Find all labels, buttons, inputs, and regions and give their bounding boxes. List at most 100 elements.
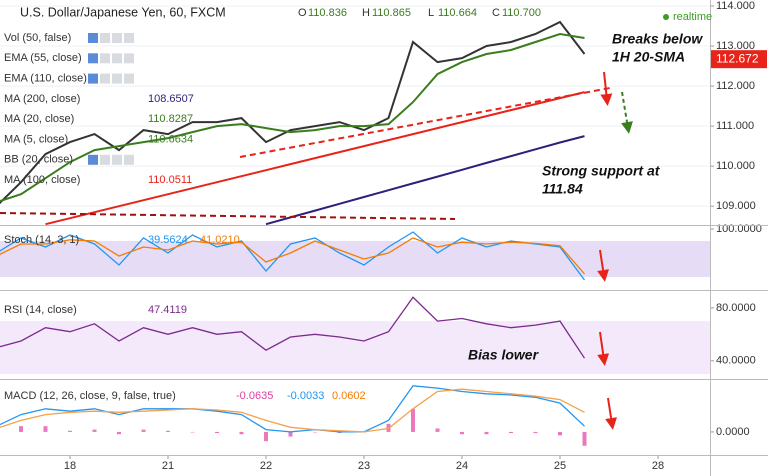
indicator-value: 110.6634 [148, 133, 193, 145]
support-line [0, 212, 456, 220]
legend-value: 39.5624 [148, 234, 188, 246]
annotation: Breaks below [612, 31, 703, 47]
histogram-bar [460, 431, 464, 435]
y-tick-label: 113.000 [716, 40, 755, 52]
x-tick-label: 22 [260, 460, 272, 472]
ohlc-label: L [428, 7, 434, 19]
indicator-button [124, 154, 134, 165]
ohlc-value: 110.700 [502, 7, 541, 19]
histogram-bar [190, 431, 195, 433]
series-line [0, 20, 586, 205]
x-tick-label: 18 [64, 460, 76, 472]
histogram-bar [92, 429, 97, 432]
histogram-bar [264, 431, 268, 442]
series-line [45, 91, 585, 226]
indicator-button [124, 53, 134, 64]
arrow [621, 91, 633, 134]
x-tick-label: 21 [162, 460, 174, 472]
series-line [0, 385, 585, 433]
y-tick-label: 0.0000 [716, 426, 750, 438]
band [0, 321, 710, 375]
legend-value: 0.0602 [332, 390, 366, 402]
histogram-bar [509, 431, 513, 434]
series-line [0, 296, 586, 359]
y-tick-label: 109.000 [716, 200, 756, 212]
y-tick-label: 100.0000 [716, 223, 762, 235]
histogram-bar [117, 431, 121, 435]
y-tick-label: 114.000 [716, 0, 755, 12]
series-line [0, 237, 585, 275]
x-tick-label: 25 [554, 460, 566, 472]
x-tick-label: 24 [456, 460, 468, 472]
indicator-button [124, 73, 134, 84]
histogram-bar [582, 431, 587, 446]
status-dot [663, 14, 669, 20]
annotation: Bias lower [468, 347, 540, 363]
indicator-button [112, 53, 122, 64]
legend-value: 47.4119 [148, 304, 187, 316]
ohlc-value: 110.865 [372, 7, 411, 19]
indicator-value: 110.8287 [148, 113, 193, 125]
indicator-label: MA (20, close) [4, 113, 74, 125]
indicator-label: EMA (110, close) [4, 73, 87, 85]
indicator-button [124, 33, 134, 43]
indicator-button [100, 154, 110, 165]
trend-line [239, 87, 611, 158]
ohlc-label: O [298, 7, 307, 19]
annotation: Strong support at [542, 163, 661, 179]
series-line [0, 32, 585, 203]
panel-title: Stoch (14, 3, 1) [4, 234, 79, 246]
indicator-button [88, 33, 98, 43]
indicator-button [100, 73, 110, 84]
histogram-bar [215, 431, 219, 434]
arrow [600, 71, 613, 106]
arrow [597, 249, 610, 282]
indicator-label: EMA (55, close) [4, 52, 82, 64]
y-tick-label: 111.000 [716, 120, 754, 132]
histogram-bar [19, 426, 23, 432]
legend-value: 41.0210 [200, 234, 240, 246]
price-tag [711, 50, 767, 69]
series-line [265, 135, 585, 226]
status: realtime [673, 11, 712, 23]
histogram-bar [68, 430, 72, 432]
histogram-bar [484, 431, 489, 435]
indicator-button [112, 73, 122, 84]
legend-value: -0.0635 [236, 390, 273, 402]
chart-title: U.S. Dollar/Japanese Yen, 60, FXCM [20, 5, 226, 19]
ohlc-label: C [492, 7, 500, 19]
indicator-button [100, 33, 110, 43]
histogram-bar [411, 408, 415, 432]
band [0, 241, 710, 277]
indicator-button [100, 53, 110, 64]
histogram-bar [166, 430, 170, 432]
y-tick-label: 110.000 [716, 160, 755, 172]
indicator-button [112, 33, 122, 43]
indicator-label: BB (20, close) [4, 154, 73, 166]
indicator-label: Vol (50, false) [4, 32, 71, 44]
legend-value: -0.0033 [287, 390, 324, 402]
histogram-bar [43, 426, 48, 432]
arrow [597, 331, 610, 366]
arrow [605, 397, 618, 430]
annotation: 1H 20-SMA [612, 49, 685, 65]
ohlc-value: 110.664 [438, 7, 477, 19]
x-tick-label: 23 [358, 460, 370, 472]
annotation: 111.84 [542, 181, 583, 197]
series-line [0, 388, 585, 433]
y-tick-label: 40.0000 [716, 355, 756, 367]
histogram-bar [141, 429, 146, 432]
indicator-label: MA (200, close) [4, 93, 80, 105]
indicator-value: 110.0511 [148, 174, 192, 186]
y-tick-label: 112.000 [716, 80, 755, 92]
histogram-bar [558, 431, 562, 436]
histogram-bar [239, 431, 244, 435]
histogram-bar [435, 428, 440, 432]
series-line [0, 231, 586, 281]
indicator-label: MA (5, close) [4, 133, 68, 145]
indicator-value: 108.6507 [148, 93, 194, 105]
indicator-button [88, 154, 98, 165]
indicator-button [88, 73, 98, 84]
